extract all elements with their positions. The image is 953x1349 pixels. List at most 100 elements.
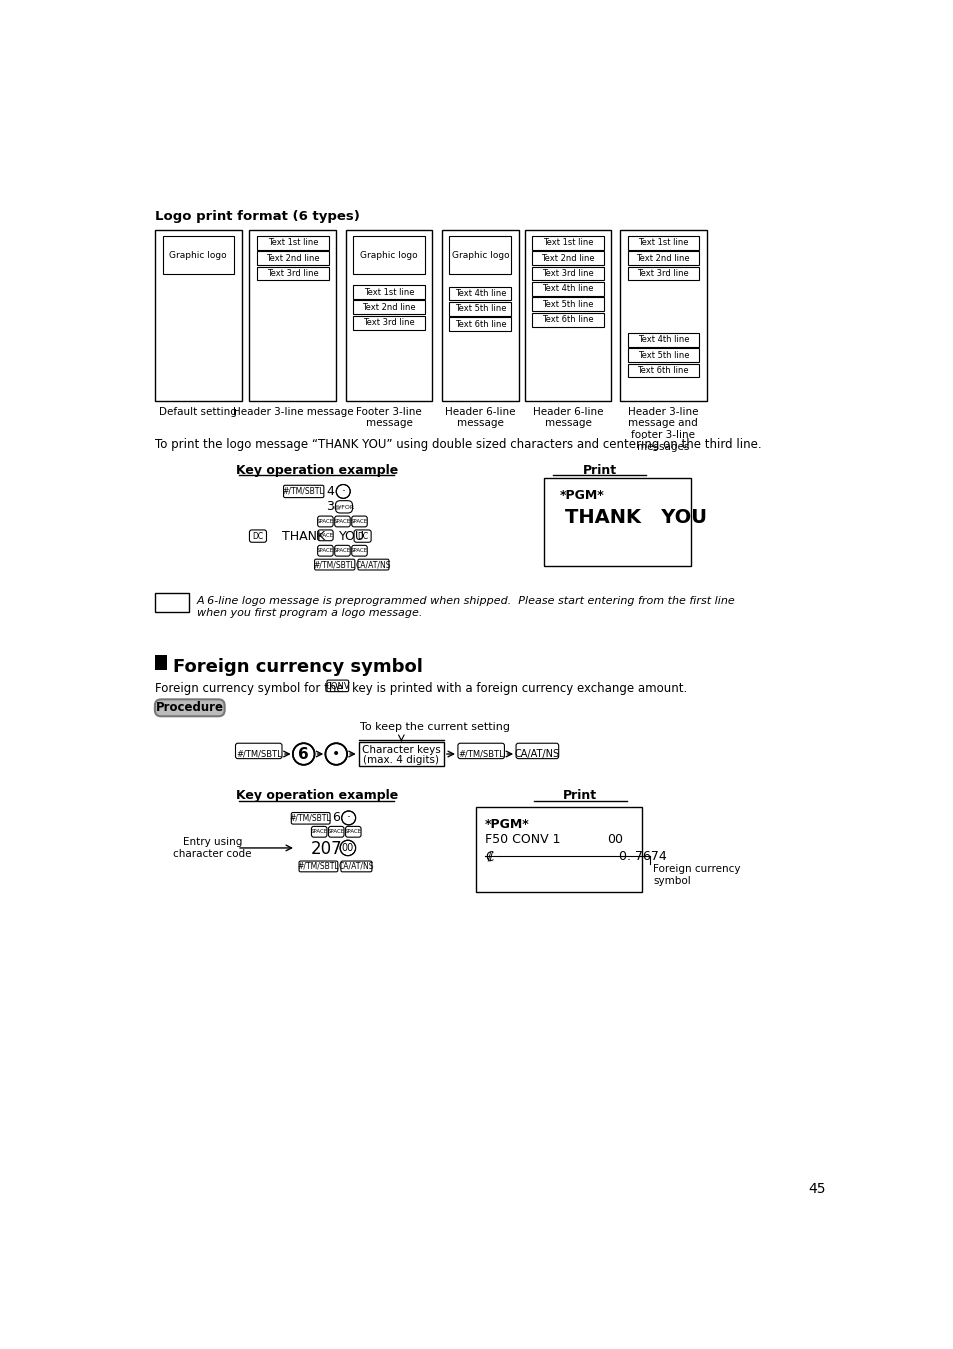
Bar [627,333,699,347]
Text: Text 5th line: Text 5th line [637,351,688,360]
Text: SPACE: SPACE [327,830,344,834]
Text: To print the logo message “THANK YOU” using double sized characters and centerin: To print the logo message “THANK YOU” us… [154,437,760,451]
Text: Header 3-line
message and
footer 3-line
messages: Header 3-line message and footer 3-line … [627,407,698,452]
Bar [154,594,189,611]
Text: Foreign currency
symbol: Foreign currency symbol [653,865,740,886]
Bar [257,251,328,264]
FancyBboxPatch shape [352,517,367,527]
Bar [449,302,511,316]
Text: @/FOR: @/FOR [334,505,355,510]
Text: 0. 7674: 0. 7674 [618,850,666,863]
Bar [353,316,424,329]
Bar [627,348,699,362]
Text: Text 5th line: Text 5th line [541,299,593,309]
FancyBboxPatch shape [352,545,367,556]
Bar [162,236,233,274]
Text: Text 3rd line: Text 3rd line [541,268,593,278]
Bar [249,229,335,401]
FancyBboxPatch shape [327,680,348,692]
Bar [524,229,611,401]
Bar [353,236,424,274]
Text: Text 2nd line: Text 2nd line [362,304,416,312]
Text: Text 6th line: Text 6th line [637,366,688,375]
Text: 4: 4 [326,484,334,498]
Bar [441,229,518,401]
Text: Key operation example: Key operation example [235,789,397,803]
Bar [532,236,603,250]
Text: Graphic logo: Graphic logo [451,251,509,259]
FancyBboxPatch shape [357,560,389,571]
Text: CA/AT/NS: CA/AT/NS [514,749,559,759]
Text: SPACE: SPACE [316,519,334,523]
Text: 45: 45 [807,1182,824,1197]
Text: Text 4th line: Text 4th line [541,285,593,294]
Text: Text 3rd line: Text 3rd line [363,318,415,328]
Text: #/TM/SBTL: #/TM/SBTL [457,750,503,758]
Text: CA/AT/NS: CA/AT/NS [355,560,391,569]
Text: A 6-line logo message is preprogrammed when shipped.  Please start entering from: A 6-line logo message is preprogrammed w… [196,596,735,618]
Text: Text 4th line: Text 4th line [455,289,506,298]
Bar [627,267,699,281]
Text: 00: 00 [341,843,354,853]
Bar [449,317,511,332]
FancyBboxPatch shape [340,861,372,871]
FancyBboxPatch shape [283,486,323,498]
FancyBboxPatch shape [335,517,350,527]
Bar [543,478,691,567]
Text: Logo print format (6 types): Logo print format (6 types) [154,209,359,223]
Text: DC: DC [356,532,368,541]
Text: #/TM/SBTL: #/TM/SBTL [283,487,324,496]
Bar [353,301,424,314]
FancyBboxPatch shape [314,560,355,571]
Text: Header 6-line
message: Header 6-line message [532,407,602,429]
Bar [532,282,603,295]
FancyBboxPatch shape [317,517,333,527]
Bar [449,286,511,301]
FancyBboxPatch shape [335,545,350,556]
Text: key is printed with a foreign currency exchange amount.: key is printed with a foreign currency e… [352,681,686,695]
Bar [154,229,241,401]
Text: YOU: YOU [339,530,365,542]
Bar [358,742,443,766]
Bar [154,594,189,611]
Text: Header 6-line
message: Header 6-line message [445,407,516,429]
Text: 6: 6 [298,746,309,761]
Bar [476,807,641,892]
Bar [257,267,328,281]
Text: Graphic logo: Graphic logo [360,251,417,259]
Text: Text 2nd line: Text 2nd line [636,254,689,263]
Text: THANK   YOU: THANK YOU [564,509,706,527]
Text: SPACE: SPACE [344,830,361,834]
Text: #/TM/SBTL: #/TM/SBTL [290,813,331,823]
Text: F50 CONV 1: F50 CONV 1 [484,834,560,846]
FancyBboxPatch shape [354,530,371,542]
FancyBboxPatch shape [317,545,333,556]
Text: THANK: THANK [282,530,325,542]
Text: CA/AT/NS: CA/AT/NS [338,862,374,871]
Text: ₡: ₡ [484,850,493,863]
FancyBboxPatch shape [328,827,344,838]
Text: Text 2nd line: Text 2nd line [540,254,594,263]
Text: SPACE: SPACE [334,519,351,523]
FancyBboxPatch shape [235,743,282,758]
Text: #/TM/SBTL: #/TM/SBTL [297,862,339,871]
Text: Print: Print [582,464,617,476]
Text: Default setting: Default setting [159,407,237,417]
Text: 207: 207 [311,840,342,858]
Text: Entry using
character code: Entry using character code [172,838,252,859]
Text: •: • [332,747,340,761]
Text: Footer 3-line
message: Footer 3-line message [355,407,421,429]
Text: Text 1st line: Text 1st line [542,239,593,247]
Text: Foreign currency symbol for the: Foreign currency symbol for the [154,681,343,695]
Text: ·: · [341,484,345,498]
FancyBboxPatch shape [516,743,558,758]
Text: #/TM/SBTL: #/TM/SBTL [235,750,281,758]
Text: SPACE: SPACE [311,830,328,834]
Text: Print: Print [562,789,597,803]
Text: Text 6th line: Text 6th line [541,316,593,324]
Text: *PGM*: *PGM* [558,490,603,502]
Text: 3: 3 [326,500,334,514]
Text: Text 1st line: Text 1st line [268,239,317,247]
Text: 6: 6 [332,811,340,824]
Bar [532,267,603,281]
